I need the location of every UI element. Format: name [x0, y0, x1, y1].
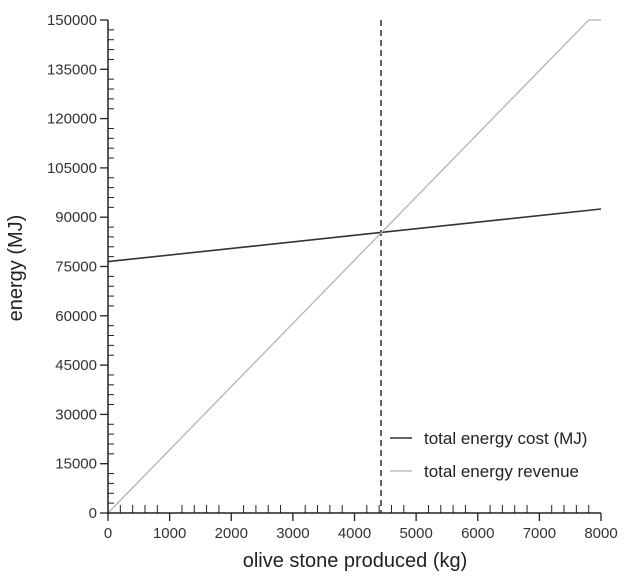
y-tick-label: 45000: [55, 357, 97, 374]
legend-label-revenue: total energy revenue: [424, 462, 579, 481]
x-tick-label: 1000: [153, 525, 186, 542]
x-axis-title: olive stone produced (kg): [243, 550, 468, 572]
x-tick-label: 2000: [215, 525, 248, 542]
y-tick-label: 30000: [55, 406, 97, 423]
x-tick-label: 3000: [276, 525, 309, 542]
series-layer: [107, 19, 602, 514]
legend-label-cost: total energy cost (MJ): [424, 429, 587, 448]
x-tick-label: 4000: [338, 525, 371, 542]
series-line-revenue: [107, 19, 601, 514]
y-tick-label: 135000: [47, 61, 97, 78]
y-tick-label: 0: [89, 505, 97, 522]
ticks-layer: 0150003000045000600007500090000105000120…: [47, 12, 618, 542]
x-tick-label: 7000: [523, 525, 556, 542]
x-tick-label: 0: [104, 525, 112, 542]
y-tick-label: 150000: [47, 12, 97, 29]
y-tick-label: 120000: [47, 111, 97, 128]
y-axis-title: energy (MJ): [5, 215, 27, 322]
y-tick-label: 75000: [55, 259, 97, 276]
x-tick-label: 6000: [461, 525, 494, 542]
legend: total energy cost (MJ) total energy reve…: [390, 429, 587, 481]
y-tick-label: 15000: [55, 456, 97, 473]
x-tick-label: 8000: [584, 525, 617, 542]
x-tick-label: 5000: [399, 525, 432, 542]
y-tick-label: 90000: [55, 209, 97, 226]
y-tick-label: 105000: [47, 160, 97, 177]
y-tick-label: 60000: [55, 308, 97, 325]
series-line-cost: [107, 208, 602, 263]
